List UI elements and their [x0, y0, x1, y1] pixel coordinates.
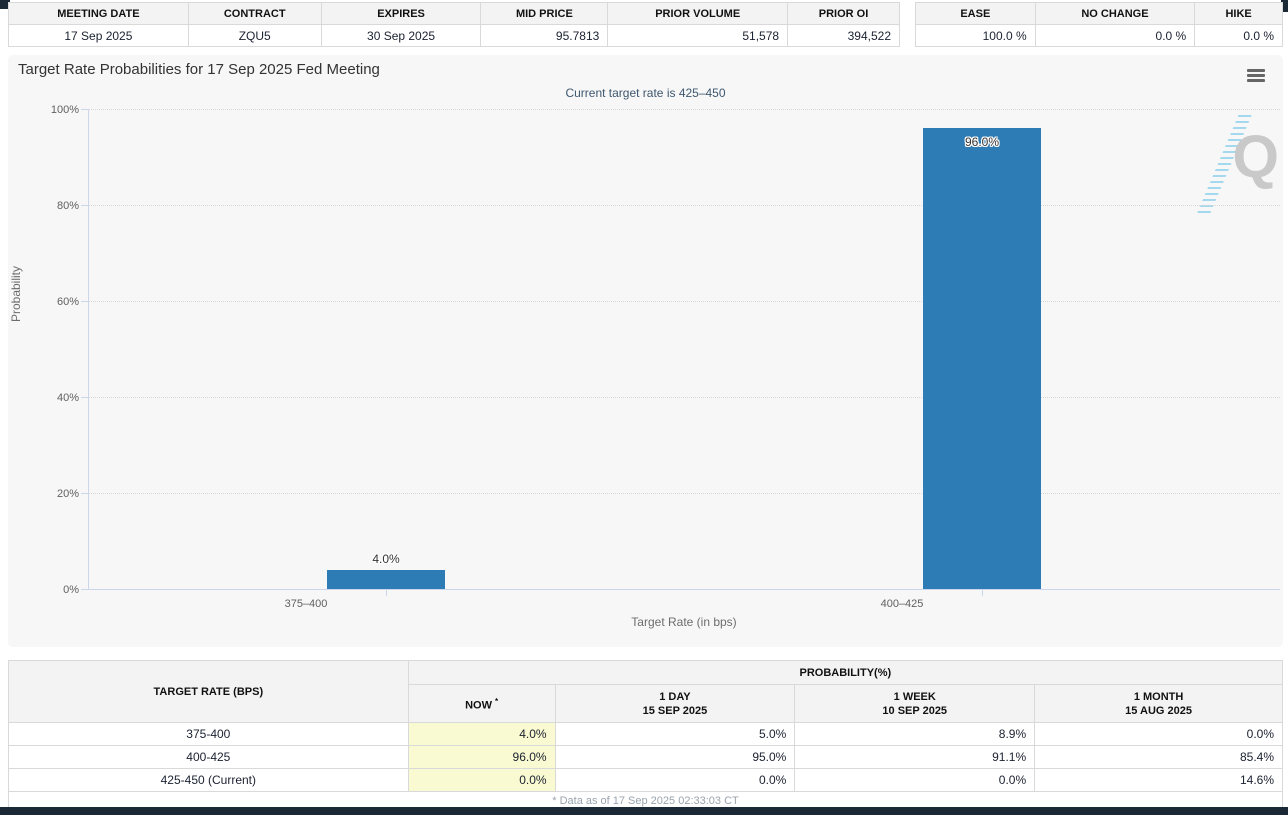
meeting-date-value: 17 Sep 2025 — [8, 24, 189, 47]
x-category-label: 400–425 — [880, 598, 924, 610]
table-row-425-450-current: 425-450 (Current) 0.0% 0.0% 0.0% 14.6% — [8, 768, 1283, 792]
contract-value: ZQU5 — [187, 24, 322, 47]
contract-summary-table: MEETING DATE CONTRACT EXPIRES MID PRICE … — [8, 2, 900, 47]
table-row-375-400: 375-400 4.0% 5.0% 8.9% 0.0% — [8, 722, 1283, 746]
bar-data-label: 4.0% — [372, 551, 400, 566]
bar-375-400[interactable] — [327, 569, 445, 589]
prob-1-week: 8.9% — [794, 722, 1036, 746]
gridline-20 — [88, 493, 1280, 494]
hike-value: 0.0 % — [1194, 24, 1283, 47]
x-axis-title: Target Rate (in bps) — [631, 615, 737, 629]
col-no-change: NO CHANGE — [1034, 2, 1196, 25]
prob-1-day: 0.0% — [554, 768, 796, 792]
rate-move-value-row: 100.0 % 0.0 % 0.0 % — [915, 24, 1283, 47]
chart-context-menu-button[interactable] — [1243, 64, 1269, 86]
contract-summary-value-row: 17 Sep 2025 ZQU5 30 Sep 2025 95.7813 51,… — [8, 24, 900, 47]
prob-1-week: 91.1% — [794, 745, 1036, 769]
y-tick-label: 40% — [56, 392, 79, 404]
col-1-day: 1 DAY 15 SEP 2025 — [554, 684, 796, 723]
page-top-left-accent — [0, 0, 10, 9]
col-now: NOW * — [407, 684, 556, 723]
x-axis-line — [88, 589, 1280, 590]
page-top-right-accent — [1281, 0, 1288, 12]
prob-1-day: 5.0% — [554, 722, 796, 746]
y-tick-label: 0% — [63, 584, 79, 596]
y-tick-label: 20% — [56, 488, 79, 500]
x-category-label: 375–400 — [284, 598, 328, 610]
col-1-week: 1 WEEK 10 SEP 2025 — [794, 684, 1036, 723]
prob-1-day: 95.0% — [554, 745, 796, 769]
col-prior-oi: PRIOR OI — [787, 2, 900, 25]
col-hike: HIKE — [1194, 2, 1283, 25]
chart-title: Target Rate Probabilities for 17 Sep 202… — [18, 61, 380, 78]
rate-range: 400-425 — [8, 745, 409, 769]
gridline-80 — [88, 205, 1280, 206]
prob-1-week: 0.0% — [794, 768, 1036, 792]
prior-volume-value: 51,578 — [607, 24, 789, 47]
rate-range: 425-450 (Current) — [8, 768, 409, 792]
col-mid-price: MID PRICE — [480, 2, 609, 25]
y-axis-line — [88, 110, 89, 590]
probability-chart-panel: Target Rate Probabilities for 17 Sep 202… — [8, 55, 1283, 647]
no-change-value: 0.0 % — [1034, 24, 1196, 47]
gridline-40 — [88, 397, 1280, 398]
col-expires: EXPIRES — [320, 2, 482, 25]
col-group-probability: PROBABILITY(%) — [407, 660, 1284, 685]
hamburger-icon — [1247, 68, 1265, 72]
target-rate-probability-table: TARGET RATE (BPS) PROBABILITY(%) NOW * 1… — [8, 660, 1284, 810]
prob-now: 96.0% — [407, 745, 556, 769]
chart-subtitle: Current target rate is 425–450 — [565, 86, 726, 100]
contract-summary-header-row: MEETING DATE CONTRACT EXPIRES MID PRICE … — [8, 2, 900, 25]
table-row-400-425: 400-425 96.0% 95.0% 91.1% 85.4% — [8, 745, 1283, 769]
table-footnote-row: * Data as of 17 Sep 2025 02:33:03 CT — [8, 791, 1283, 810]
y-tick-label: 100% — [50, 104, 79, 116]
col-contract: CONTRACT — [187, 2, 322, 25]
bar-400-425[interactable] — [923, 128, 1041, 589]
prob-now: 0.0% — [407, 768, 556, 792]
probability-subheader-row: NOW * 1 DAY 15 SEP 2025 1 WEEK 10 SEP 2025… — [9, 684, 1283, 723]
prior-oi-value: 394,522 — [787, 24, 900, 47]
bar-data-label: 96.0% — [964, 135, 1000, 150]
page-bottom-bar — [0, 807, 1288, 815]
y-tick-label: 60% — [56, 296, 79, 308]
y-tick-label: 80% — [56, 200, 79, 212]
ease-value: 100.0 % — [915, 24, 1036, 47]
plot-area: 0% 20% 40% 60% 80% 100% 4.0% 96.0% — [51, 104, 1280, 596]
col-1-month: 1 MONTH 15 AUG 2025 — [1034, 684, 1283, 723]
expires-value: 30 Sep 2025 — [320, 24, 482, 47]
prob-now: 4.0% — [407, 722, 556, 746]
gridline-60 — [88, 301, 1280, 302]
rate-range: 375-400 — [8, 722, 409, 746]
probability-group-header-row: TARGET RATE (BPS) PROBABILITY(%) — [8, 660, 1284, 723]
rate-move-probability-table: EASE NO CHANGE HIKE 100.0 % 0.0 % 0.0 % — [915, 2, 1283, 47]
y-axis-title: Probability — [9, 265, 23, 323]
data-as-of-footnote: * Data as of 17 Sep 2025 02:33:03 CT — [8, 791, 1283, 810]
gridline-100 — [88, 109, 1280, 110]
col-meeting-date: MEETING DATE — [8, 2, 189, 25]
prob-1-month: 0.0% — [1034, 722, 1283, 746]
mid-price-value: 95.7813 — [480, 24, 609, 47]
col-target-rate-bps: TARGET RATE (BPS) — [8, 660, 409, 723]
col-prior-volume: PRIOR VOLUME — [607, 2, 789, 25]
prob-1-month: 14.6% — [1034, 768, 1283, 792]
prob-1-month: 85.4% — [1034, 745, 1283, 769]
col-ease: EASE — [915, 2, 1036, 25]
rate-move-header-row: EASE NO CHANGE HIKE — [915, 2, 1283, 25]
